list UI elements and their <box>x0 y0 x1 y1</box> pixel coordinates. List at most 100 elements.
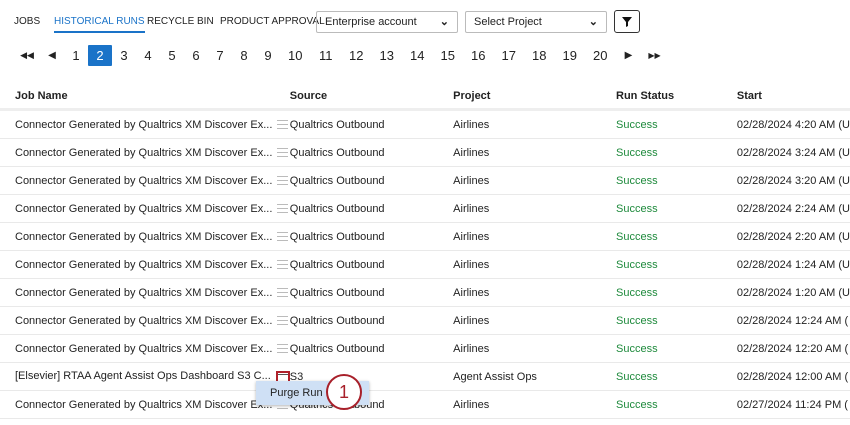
cell-start: 02/28/2024 2:20 AM (U <box>736 222 850 251</box>
table-row[interactable]: Connector Generated by Qualtrics XM Disc… <box>0 334 850 363</box>
row-menu-icon[interactable] <box>277 316 289 326</box>
cell-source: Qualtrics Outbound <box>289 194 454 223</box>
cell-start: 02/27/2024 11:24 PM ( <box>736 390 850 419</box>
page-2-button[interactable]: 2 <box>88 45 112 66</box>
cell-project: Airlines <box>453 109 617 139</box>
row-menu-icon[interactable] <box>277 232 289 242</box>
table-row[interactable]: Connector Generated by Qualtrics XM Disc… <box>0 138 850 167</box>
column-header-start[interactable]: Start <box>736 84 850 111</box>
column-header-project[interactable]: Project <box>453 84 617 111</box>
row-menu-icon[interactable] <box>277 176 289 186</box>
tab-product-approval[interactable]: PRODUCT APPROVAL <box>220 16 325 27</box>
cell-project: Airlines <box>453 334 617 363</box>
run-status-text: Success <box>616 118 658 131</box>
page-16-button[interactable]: 16 <box>471 48 486 63</box>
cell-source: Qualtrics Outbound <box>289 278 454 307</box>
source-text: Qualtrics Outbound <box>289 202 385 215</box>
cell-source: Qualtrics Outbound <box>289 138 454 167</box>
cell-run-status: Success <box>616 222 737 251</box>
project-text: Airlines <box>453 314 490 327</box>
cell-project: Airlines <box>453 194 617 223</box>
column-header-source[interactable]: Source <box>289 84 454 111</box>
page-20-button[interactable]: 20 <box>593 48 608 63</box>
cell-job-name: Connector Generated by Qualtrics XM Disc… <box>0 250 290 279</box>
project-text: Airlines <box>453 118 490 131</box>
source-text: S3 <box>289 370 304 383</box>
cell-run-status: Success <box>616 194 737 223</box>
column-header-job-name[interactable]: Job Name <box>0 84 290 111</box>
page-10-button[interactable]: 10 <box>288 48 303 63</box>
row-menu-icon[interactable] <box>277 120 289 130</box>
cell-run-status: Success <box>616 109 737 139</box>
run-status-text: Success <box>616 286 658 299</box>
cell-run-status: Success <box>616 306 737 335</box>
page-17-button[interactable]: 17 <box>501 48 516 63</box>
column-header-run-status[interactable]: Run Status <box>616 84 737 111</box>
purge-run-label: Purge Run <box>270 387 323 399</box>
cell-start: 02/28/2024 12:24 AM ( <box>736 306 850 335</box>
account-select[interactable]: Enterprise account ⌄ <box>316 11 458 33</box>
page-12-button[interactable]: 12 <box>349 48 364 63</box>
start-text: 02/28/2024 12:20 AM ( <box>736 342 849 355</box>
table-row[interactable]: Connector Generated by Qualtrics XM Disc… <box>0 278 850 307</box>
cell-job-name: Connector Generated by Qualtrics XM Disc… <box>0 109 290 139</box>
page-18-button[interactable]: 18 <box>532 48 547 63</box>
page-13-button[interactable]: 13 <box>379 48 394 63</box>
page-8-button[interactable]: 8 <box>240 48 248 63</box>
tab-historical-runs[interactable]: HISTORICAL RUNS <box>54 16 145 33</box>
project-text: Agent Assist Ops <box>453 370 537 383</box>
cell-start: 02/28/2024 3:24 AM (U <box>736 138 850 167</box>
table-row[interactable]: Connector Generated by Qualtrics XM Disc… <box>0 306 850 335</box>
tab-recycle-bin[interactable]: RECYCLE BIN <box>147 16 214 27</box>
cell-run-status: Success <box>616 278 737 307</box>
last-page-button[interactable]: ▶▶ <box>648 51 661 60</box>
page-14-button[interactable]: 14 <box>410 48 425 63</box>
table-row[interactable]: Connector Generated by Qualtrics XM Disc… <box>0 390 850 419</box>
cell-job-name: Connector Generated by Qualtrics XM Disc… <box>0 390 290 419</box>
page-7-button[interactable]: 7 <box>216 48 224 63</box>
table-row[interactable]: Connector Generated by Qualtrics XM Disc… <box>0 166 850 195</box>
run-status-text: Success <box>616 314 658 327</box>
page-5-button[interactable]: 5 <box>168 48 176 63</box>
page-6-button[interactable]: 6 <box>192 48 200 63</box>
row-menu-icon[interactable] <box>277 148 289 158</box>
filter-button[interactable] <box>614 10 640 33</box>
page-15-button[interactable]: 15 <box>440 48 455 63</box>
next-page-button[interactable]: ▶ <box>624 50 633 61</box>
tab-jobs[interactable]: JOBS <box>14 16 41 27</box>
start-text: 02/28/2024 1:20 AM (U <box>736 286 850 299</box>
job-name-text: [Elsevier] RTAA Agent Assist Ops Dashboa… <box>15 370 271 383</box>
row-menu-icon[interactable] <box>277 288 289 298</box>
table-row[interactable]: Connector Generated by Qualtrics XM Disc… <box>0 250 850 279</box>
project-select[interactable]: Select Project ⌄ <box>465 11 607 33</box>
row-menu-icon[interactable] <box>277 344 289 354</box>
table-row[interactable]: [Elsevier] RTAA Agent Assist Ops Dashboa… <box>0 362 850 391</box>
page-9-button[interactable]: 9 <box>264 48 272 63</box>
first-page-button[interactable]: ◀◀ <box>20 50 34 60</box>
job-name-text: Connector Generated by Qualtrics XM Disc… <box>15 202 273 215</box>
project-text: Airlines <box>453 342 490 355</box>
previous-page-button[interactable]: ◀ <box>48 50 56 61</box>
project-text: Airlines <box>453 286 490 299</box>
page-19-button[interactable]: 19 <box>562 48 577 63</box>
page-4-button[interactable]: 4 <box>144 48 152 63</box>
table-row[interactable]: Connector Generated by Qualtrics XM Disc… <box>0 222 850 251</box>
table-row[interactable]: Connector Generated by Qualtrics XM Disc… <box>0 109 850 139</box>
cell-run-status: Success <box>616 250 737 279</box>
cell-run-status: Success <box>616 334 737 363</box>
page-11-button[interactable]: 11 <box>319 48 333 63</box>
row-menu-icon[interactable] <box>277 260 289 270</box>
row-menu-icon[interactable] <box>277 204 289 214</box>
start-text: 02/28/2024 4:20 AM (U <box>736 118 850 131</box>
run-status-text: Success <box>616 258 658 271</box>
cell-source: Qualtrics Outbound <box>289 306 454 335</box>
page-3-button[interactable]: 3 <box>120 48 128 63</box>
start-text: 02/28/2024 1:24 AM (U <box>736 258 850 271</box>
page-1-button[interactable]: 1 <box>72 48 80 63</box>
start-text: 02/28/2024 3:20 AM (U <box>736 174 850 187</box>
run-status-text: Success <box>616 342 658 355</box>
job-name-text: Connector Generated by Qualtrics XM Disc… <box>15 314 273 327</box>
table-row[interactable]: Connector Generated by Qualtrics XM Disc… <box>0 194 850 223</box>
run-status-text: Success <box>616 174 658 187</box>
cell-start: 02/28/2024 4:20 AM (U <box>736 109 850 139</box>
